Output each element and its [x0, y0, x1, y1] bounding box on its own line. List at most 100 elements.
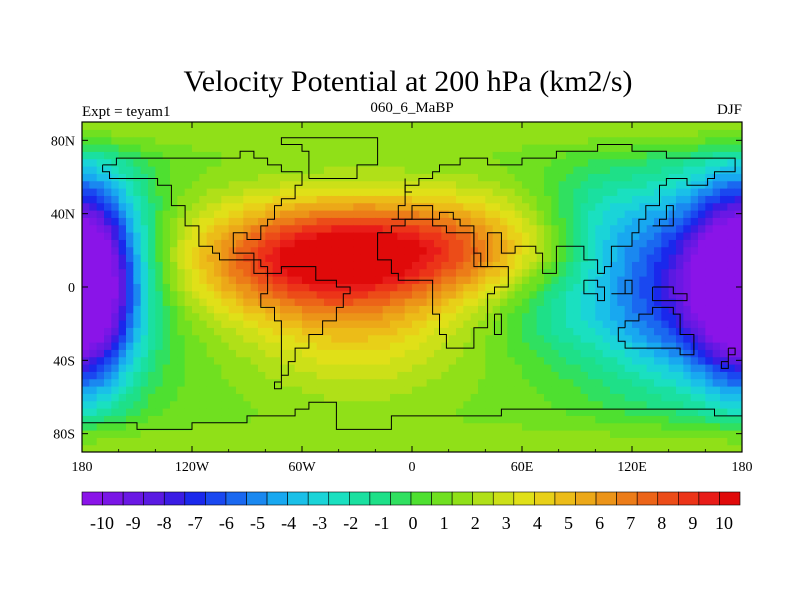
- field-cell: [551, 268, 560, 277]
- field-cell: [720, 129, 728, 138]
- field-cell: [250, 144, 259, 152]
- field-cell: [155, 393, 164, 402]
- field-cell: [170, 217, 178, 226]
- field-cell: [265, 276, 274, 284]
- field-cell: [272, 349, 281, 358]
- field-cell: [463, 408, 472, 416]
- field-cell: [177, 305, 186, 314]
- field-cell: [89, 276, 98, 284]
- field-cell: [397, 173, 406, 182]
- field-cell: [309, 430, 318, 438]
- field-cell: [104, 166, 112, 174]
- field-cell: [610, 334, 618, 343]
- field-cell: [199, 386, 208, 394]
- field-cell: [170, 378, 178, 387]
- field-cell: [82, 334, 90, 343]
- field-cell: [162, 437, 171, 446]
- field-cell: [683, 261, 692, 270]
- field-cell: [463, 349, 472, 358]
- field-cell: [236, 290, 244, 299]
- field-cell: [610, 173, 618, 182]
- field-cell: [610, 166, 618, 174]
- field-cell: [624, 305, 633, 314]
- field-cell: [346, 430, 354, 438]
- field-cell: [514, 246, 523, 255]
- colorbar-box: [595, 491, 617, 506]
- colorbar-box: [102, 491, 124, 506]
- field-cell: [463, 290, 472, 299]
- field-cell: [140, 349, 149, 358]
- field-cell: [331, 268, 340, 277]
- field-cell: [727, 129, 736, 138]
- field-cell: [690, 312, 699, 321]
- field-cell: [698, 415, 706, 424]
- y-tick-label: 80N: [51, 134, 75, 149]
- field-cell: [287, 305, 296, 314]
- field-cell: [331, 393, 340, 402]
- x-tick-label: 120W: [175, 460, 210, 475]
- field-cell: [287, 298, 296, 306]
- field-cell: [111, 334, 120, 343]
- field-cell: [573, 312, 582, 321]
- field-cell: [346, 393, 354, 402]
- field-cell: [470, 393, 479, 402]
- field-cell: [294, 202, 303, 211]
- field-cell: [646, 173, 655, 182]
- field-cell: [360, 158, 369, 167]
- field-cell: [676, 188, 684, 196]
- field-cell: [133, 276, 142, 284]
- colorbar-box: [81, 491, 103, 506]
- field-cell: [412, 415, 420, 424]
- field-cell: [485, 239, 494, 248]
- field-cell: [434, 173, 442, 182]
- field-cell: [712, 224, 721, 233]
- field-cell: [529, 202, 538, 211]
- field-cell: [375, 232, 384, 240]
- field-cell: [654, 158, 662, 167]
- field-cell: [148, 422, 156, 431]
- field-cell: [485, 378, 494, 387]
- field-cell: [368, 129, 376, 138]
- field-cell: [456, 261, 464, 270]
- field-cell: [89, 422, 98, 431]
- field-cell: [683, 188, 692, 196]
- field-cell: [250, 188, 259, 196]
- field-cell: [668, 312, 677, 321]
- field-cell: [192, 408, 200, 416]
- field-cell: [118, 239, 127, 248]
- field-cell: [492, 188, 501, 196]
- field-cell: [126, 312, 134, 321]
- field-cell: [419, 334, 428, 343]
- field-cell: [243, 195, 252, 204]
- field-cell: [705, 188, 714, 196]
- field-cell: [346, 224, 354, 233]
- field-cell: [661, 261, 670, 270]
- field-cell: [294, 144, 303, 152]
- field-cell: [360, 246, 369, 255]
- field-cell: [287, 342, 296, 350]
- field-cell: [624, 298, 633, 306]
- field-cell: [646, 312, 655, 321]
- field-cell: [118, 151, 127, 160]
- field-cell: [177, 364, 186, 372]
- field-cell: [199, 166, 208, 174]
- field-cell: [250, 342, 259, 350]
- field-cell: [140, 246, 149, 255]
- field-cell: [463, 327, 472, 336]
- field-cell: [441, 129, 450, 138]
- field-cell: [199, 195, 208, 204]
- field-cell: [265, 327, 274, 336]
- field-cell: [654, 430, 662, 438]
- colorbar-box: [719, 491, 741, 506]
- field-cell: [522, 217, 530, 226]
- field-cell: [221, 246, 230, 255]
- field-cell: [265, 437, 274, 446]
- field-cell: [507, 210, 516, 218]
- field-cell: [228, 246, 237, 255]
- colorbar-label: -6: [219, 513, 234, 533]
- field-cell: [184, 144, 193, 152]
- field-cell: [639, 202, 648, 211]
- field-cell: [698, 334, 706, 343]
- field-cell: [698, 122, 706, 130]
- field-cell: [463, 232, 472, 240]
